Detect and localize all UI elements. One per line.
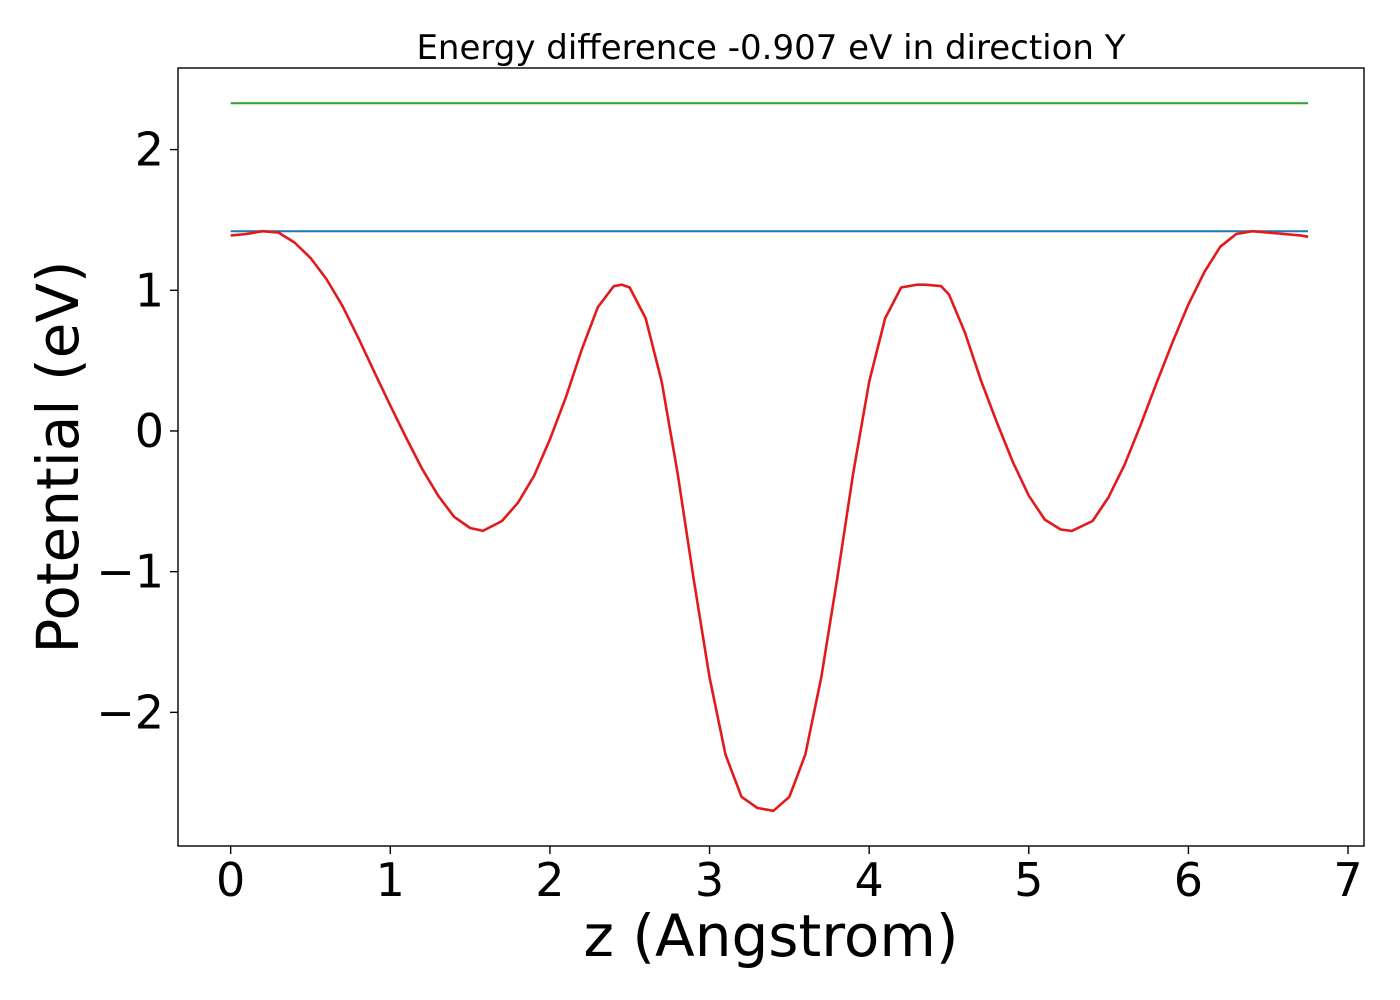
y-axis-label: Potential (eV) <box>24 260 92 653</box>
x-tick-label: 4 <box>855 853 884 907</box>
y-tick-label: −1 <box>96 545 164 599</box>
x-axis-label: z (Angstrom) <box>584 902 959 970</box>
x-tick-label: 6 <box>1174 853 1203 907</box>
y-tick-label: 0 <box>135 404 164 458</box>
y-tick-label: −2 <box>96 685 164 739</box>
x-tick-label: 2 <box>535 853 564 907</box>
y-tick-label: 1 <box>135 263 164 317</box>
x-tick-label: 7 <box>1333 853 1362 907</box>
x-tick-label: 5 <box>1014 853 1043 907</box>
plot-frame <box>177 67 1365 847</box>
y-axis-ticks: −2 −1 0 1 2 <box>96 123 178 739</box>
x-tick-label: 3 <box>695 853 724 907</box>
series-line-3 <box>230 229 1309 813</box>
x-tick-label: 0 <box>216 853 245 907</box>
chart-title: Energy difference -0.907 eV in direction… <box>416 28 1125 68</box>
x-axis-ticks: 0 1 2 3 4 5 6 7 <box>216 846 1363 907</box>
plot-lines <box>230 102 1309 813</box>
x-tick-label: 1 <box>376 853 405 907</box>
y-tick-label: 2 <box>135 123 164 177</box>
